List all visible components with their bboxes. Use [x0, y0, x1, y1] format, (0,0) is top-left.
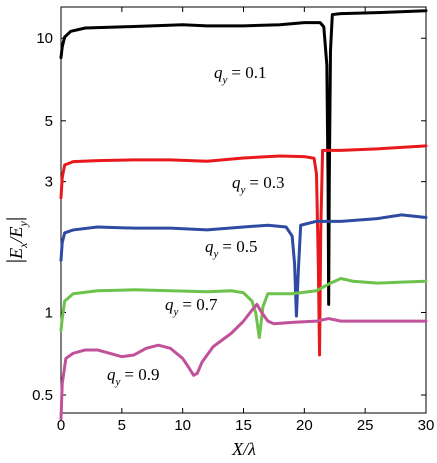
tick-marks: 0 5 10 15 20 25 30 0.5 1 3 5 10: [32, 7, 434, 434]
svg-text:|Ex/Ey|: |Ex/Ey|: [2, 217, 30, 263]
x-tick-label: 0: [57, 417, 65, 434]
series-label-3: qy = 0.5: [205, 237, 257, 260]
y-tick-label: 0.5: [32, 387, 53, 404]
y-tick-label: 3: [45, 174, 53, 191]
x-tick-label: 10: [174, 417, 191, 434]
series-label-4: qy = 0.7: [165, 295, 218, 318]
series-line-3: [59, 213, 428, 318]
y-axis-label: |Ex/Ey|: [2, 217, 30, 263]
series-line-4: [59, 277, 428, 340]
x-tick-label: 25: [357, 417, 374, 434]
series-label-2: qy = 0.3: [232, 173, 284, 196]
series-label-1: qy = 0.1: [214, 63, 266, 86]
y-tick-label: 1: [45, 304, 53, 321]
series-line-2: [59, 144, 428, 357]
x-tick-label: 15: [235, 417, 252, 434]
series-group: [59, 9, 428, 421]
x-tick-label: 30: [418, 417, 435, 434]
series-labels: qy = 0.1 qy = 0.3 qy = 0.5 qy = 0.7 qy = 0.9: [107, 63, 284, 388]
y-tick-label: 10: [36, 30, 53, 47]
x-tick-label: 20: [296, 417, 313, 434]
series-label-5: qy = 0.9: [107, 365, 159, 388]
series-line-5: [59, 302, 428, 421]
series-line-1: [59, 9, 428, 306]
y-tick-label: 5: [45, 113, 53, 130]
x-axis-label: X/λ: [231, 439, 256, 459]
x-tick-label: 5: [118, 417, 126, 434]
